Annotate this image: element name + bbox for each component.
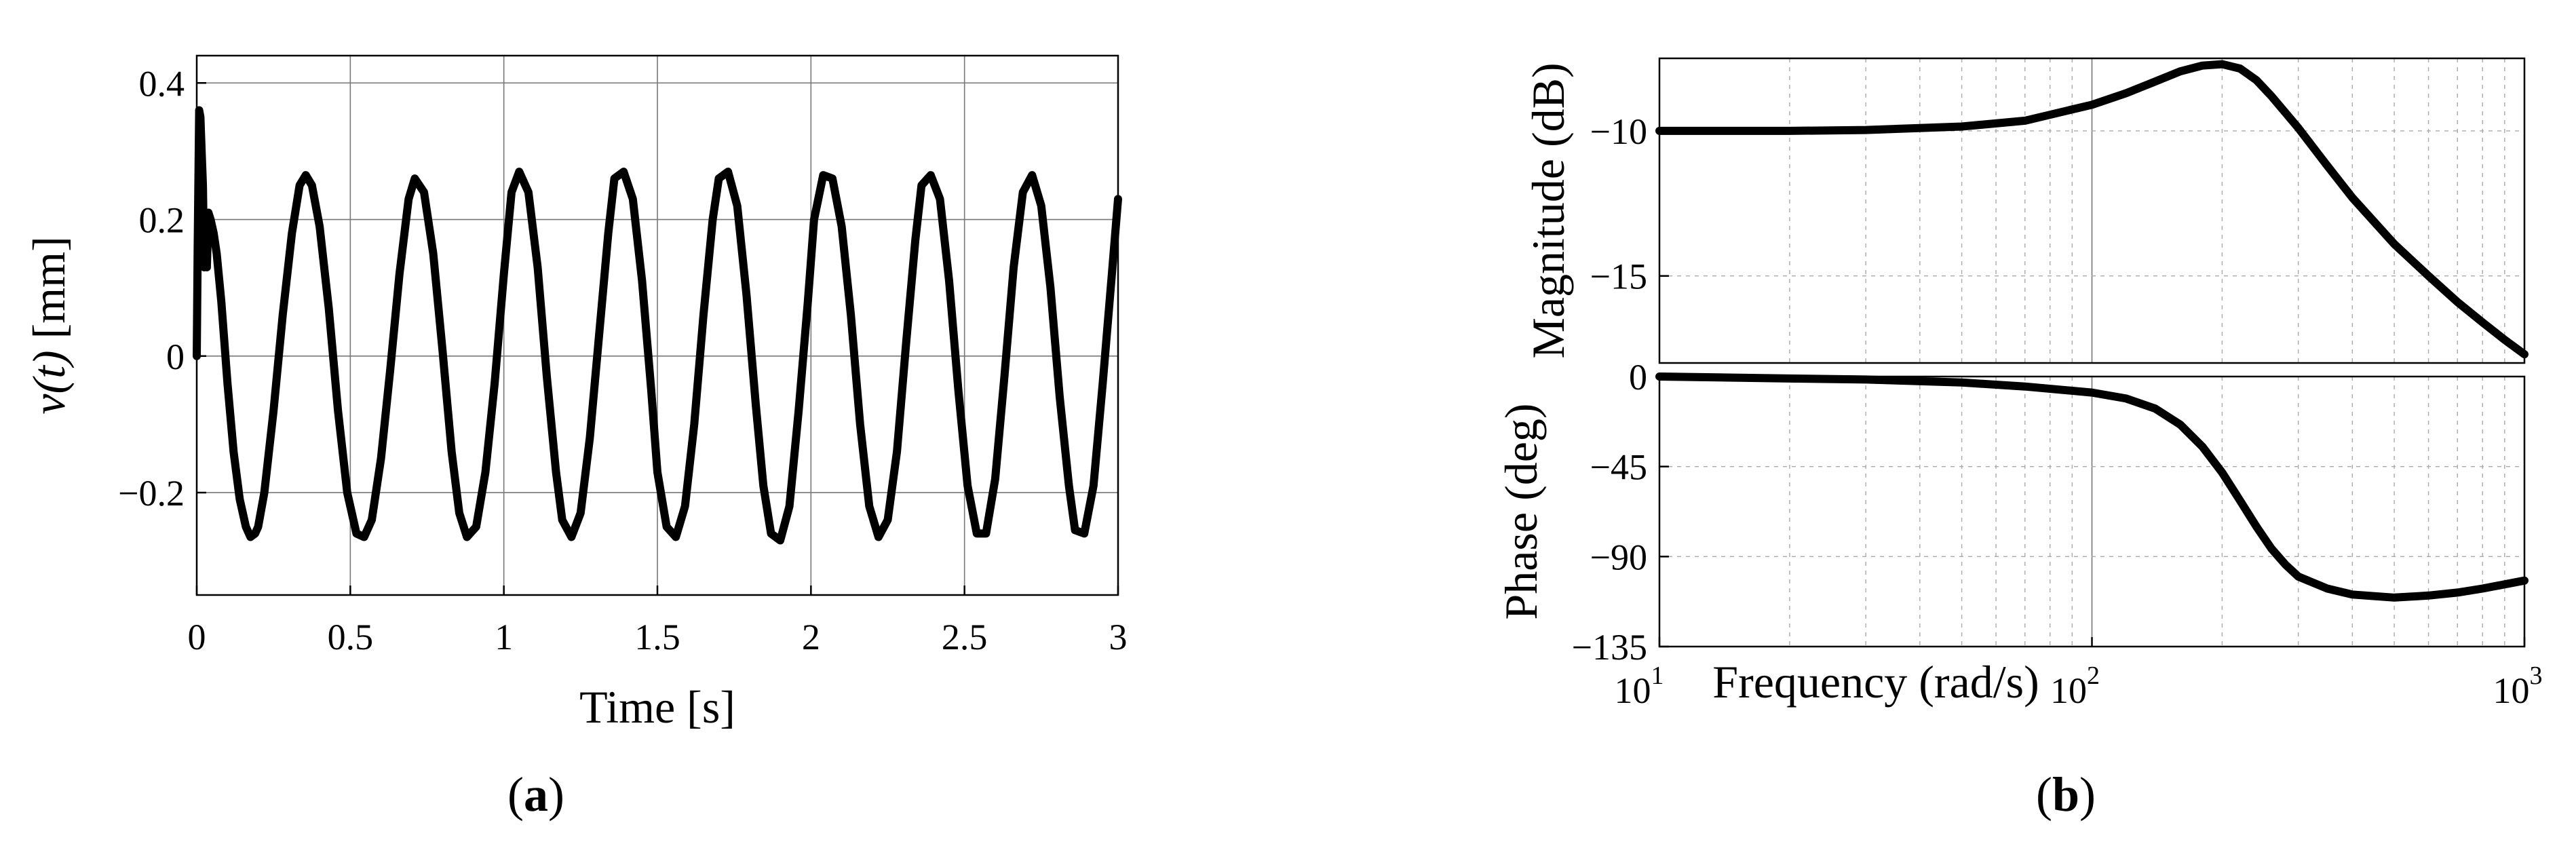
phase-y-axis-label: Phase (deg) xyxy=(1495,403,1547,619)
magnitude-ticks: −10 −15 xyxy=(1590,111,1669,297)
panel-a-x-axis-label: Time [s] xyxy=(579,681,735,733)
panel-a-caption-open: ( xyxy=(507,767,524,822)
phase-y-tick-label: 0 xyxy=(1629,357,1647,398)
panel-a-y-tick-label: 0.2 xyxy=(139,200,185,241)
panel-a-x-tick-label: 0 xyxy=(188,617,206,657)
panel-b-caption: (b) xyxy=(2036,767,2096,822)
panel-b-caption-letter: b xyxy=(2052,767,2079,822)
phase-y-tick-label: −135 xyxy=(1572,627,1647,668)
phase-x-tick-label: 101 xyxy=(1615,661,1664,711)
phase-series xyxy=(1655,372,2529,602)
magnitude-line xyxy=(1655,60,2529,359)
panel-a-x-tick-label: 0.5 xyxy=(328,617,374,657)
panel-b-caption-close: ) xyxy=(2079,767,2096,822)
phase-x-tick-exponent: 3 xyxy=(2530,661,2543,690)
panel-a-x-tick-label: 1.5 xyxy=(634,617,680,657)
panel-a-ticks: 0 0.5 1 1.5 2 2.5 3 −0.2 0 0.2 0.4 xyxy=(118,63,1127,657)
phase-grid xyxy=(1659,377,2524,647)
magnitude-y-tick-label: −15 xyxy=(1590,256,1647,297)
panel-a-series xyxy=(193,106,1122,545)
phase-x-axis-label: Frequency (rad/s) xyxy=(1712,656,2039,708)
phase-y-tick-label: −90 xyxy=(1590,537,1647,577)
magnitude-y-axis-label: Magnitude (dB) xyxy=(1522,62,1574,358)
phase-x-tick-exponent: 2 xyxy=(2087,661,2100,690)
panel-b-caption-open: ( xyxy=(2036,767,2052,822)
phase-line xyxy=(1655,372,2529,602)
panel-a-y-label-symbol: v(t) xyxy=(23,350,75,414)
panel-a-y-tick-label: −0.2 xyxy=(118,473,185,514)
panel-a-x-tick-label: 2.5 xyxy=(942,617,988,657)
magnitude-series xyxy=(1655,60,2529,359)
panel-a-caption: (a) xyxy=(507,767,564,822)
panel-a-y-tick-label: 0.4 xyxy=(139,63,185,104)
panel-b-magnitude-plot: −10 −15 Magnitude (dB) xyxy=(1522,57,2529,364)
phase-x-tick-base: 10 xyxy=(2050,670,2087,711)
magnitude-y-tick-label: −10 xyxy=(1590,111,1647,152)
phase-y-tick-label: −45 xyxy=(1590,447,1647,488)
panel-a-x-tick-label: 2 xyxy=(802,617,820,657)
panel-a-x-tick-label: 1 xyxy=(495,617,513,657)
panel-a-y-axis-label: v(t) [mm] xyxy=(23,236,75,414)
phase-x-tick-exponent: 1 xyxy=(1651,661,1664,690)
panel-a-time-response: 0 0.5 1 1.5 2 2.5 3 −0.2 0 0.2 0.4 Time [s] v(t) [… xyxy=(23,54,1128,822)
phase-x-tick-label: 102 xyxy=(2050,661,2100,711)
panel-a-y-label-unit: [mm] xyxy=(23,236,75,350)
panel-a-displacement-line xyxy=(193,106,1122,545)
panel-a-caption-close: ) xyxy=(548,767,564,822)
panel-a-caption-letter: a xyxy=(524,767,548,822)
panel-a-x-tick-label: 3 xyxy=(1109,617,1128,657)
magnitude-axes-frame xyxy=(1658,57,2526,364)
panel-a-y-tick-label: 0 xyxy=(166,337,185,377)
panel-a-grid xyxy=(197,56,1118,595)
phase-x-tick-base: 10 xyxy=(1615,670,1651,711)
phase-x-tick-label: 103 xyxy=(2493,661,2543,711)
phase-x-tick-base: 10 xyxy=(2493,670,2530,711)
